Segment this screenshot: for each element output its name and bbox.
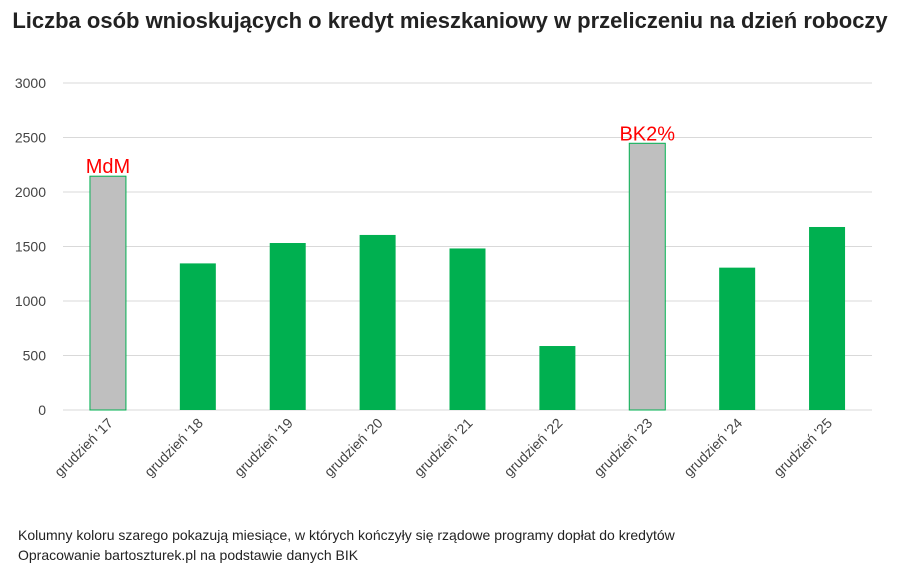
y-tick-label: 0 (38, 402, 46, 418)
y-tick-label: 3000 (15, 75, 46, 91)
bar (539, 346, 576, 410)
y-tick-label: 1500 (15, 239, 46, 255)
bar (719, 267, 756, 410)
footer-source: Opracowanie bartoszturek.pl na podstawie… (18, 547, 359, 563)
x-tick-label: grudzień '25 (770, 415, 835, 480)
bar-annotation: BK2% (619, 123, 675, 145)
x-tick-label: grudzień '17 (51, 415, 116, 480)
x-tick-label: grudzień '22 (501, 415, 566, 480)
bar (809, 226, 846, 410)
bar-chart: 0 500 1000 1500 2000 2500 3000 MdM grudzień '17 g… (15, 75, 872, 480)
x-tick-label: grudzień '23 (590, 415, 655, 480)
x-tick-label: grudzień '21 (411, 415, 476, 480)
bar (359, 234, 396, 410)
chart-title: Liczba osób wnioskujących o kredyt miesz… (12, 8, 888, 33)
bar (449, 248, 486, 410)
x-tick-label: grudzień '19 (231, 415, 296, 480)
y-tick-label: 2000 (15, 184, 46, 200)
bar-annotation: MdM (86, 156, 130, 178)
bar (179, 263, 216, 410)
x-tick-label: grudzień '18 (141, 415, 206, 480)
bar (628, 142, 666, 411)
y-tick-label: 1000 (15, 293, 46, 309)
bar (89, 175, 127, 411)
y-tick-label: 2500 (15, 130, 46, 146)
footer-note: Kolumny koloru szarego pokazują miesiące… (18, 527, 675, 543)
x-tick-label: grudzień '20 (321, 415, 386, 480)
x-tick-label: grudzień '24 (680, 415, 745, 480)
bar (269, 243, 306, 410)
y-tick-label: 500 (23, 348, 47, 364)
